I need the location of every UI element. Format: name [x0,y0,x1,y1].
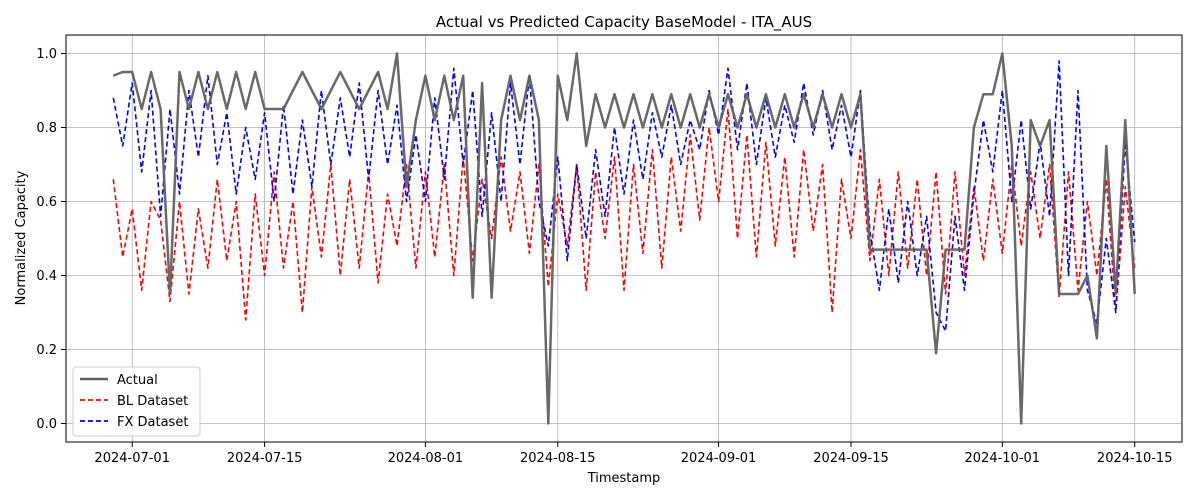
axis-ticks: 2024-07-01 2024-07-15 2024-08-01 2024-08-15… [36,47,1172,466]
plot-frame [65,34,1183,443]
series-line-actual [112,52,1136,425]
x-tick-label: 2024-10-01 [965,451,1041,466]
series-line-bl-dataset [112,108,1136,321]
y-tick-label: 0.2 [36,343,57,358]
x-tick-label: 2024-10-15 [1097,451,1173,466]
legend: Actual BL Dataset FX Dataset [72,366,201,437]
series-lines [112,52,1136,425]
legend-label-fx: FX Dataset [117,415,188,430]
x-tick-label: 2024-09-15 [813,451,889,466]
y-tick-label: 1.0 [36,47,57,62]
legend-box [72,366,201,437]
x-tick-label: 2024-08-15 [520,451,596,466]
y-tick-label: 0.4 [36,269,57,284]
y-tick-label: 0.0 [36,417,57,432]
legend-label-bl: BL Dataset [117,394,188,409]
y-tick-label: 0.6 [36,195,57,210]
y-tick-label: 0.8 [36,121,57,136]
x-tick-label: 2024-08-01 [388,451,464,466]
y-axis-title: Normalized Capacity [14,170,29,305]
legend-label-actual: Actual [117,373,158,388]
chart-title: Actual vs Predicted Capacity BaseModel -… [436,13,812,32]
x-tick-label: 2024-07-15 [227,451,303,466]
x-axis-title: Timestamp [587,471,661,486]
x-tick-label: 2024-09-01 [681,451,757,466]
series-line-fx-dataset [112,60,1136,332]
x-tick-label: 2024-07-01 [94,451,170,466]
